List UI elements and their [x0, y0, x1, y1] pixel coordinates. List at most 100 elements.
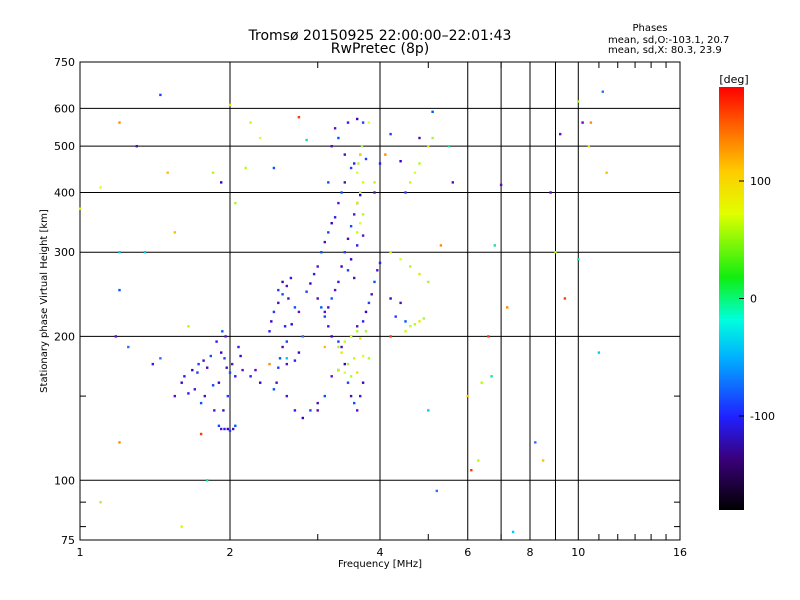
data-point-o [394, 315, 397, 318]
data-point-other [384, 153, 387, 156]
data-point-o [301, 416, 304, 420]
colorbar-tick-label: 100 [750, 175, 771, 188]
data-point-other [601, 90, 604, 93]
data-point-o [220, 351, 223, 354]
data-point-other [211, 171, 215, 174]
data-point-other [511, 530, 515, 534]
data-point-o [353, 276, 356, 280]
data-point-o [359, 193, 362, 197]
data-point-x [180, 525, 183, 528]
data-point-o [404, 191, 407, 194]
data-point-o [361, 381, 365, 384]
data-point-o [191, 368, 194, 372]
data-point-o [272, 310, 276, 314]
data-point-x [361, 354, 365, 358]
grid-lines [80, 62, 680, 540]
plot-area: 1 2 4 6 8 10 16 75 100 200 300 400 500 600 750 [54, 56, 687, 559]
data-point-x [356, 330, 359, 333]
data-point-x [340, 351, 343, 354]
phases-box: Phases mean, sd,O:-103.1, 20.7 mean, sd,… [608, 23, 729, 56]
data-point-o [237, 345, 240, 349]
data-point-o [373, 191, 376, 194]
data-point-other [435, 489, 438, 493]
data-point-o [305, 290, 308, 293]
data-point-x [389, 251, 392, 254]
data-point-o [283, 325, 287, 328]
data-point-x [404, 330, 407, 333]
data-point-o [340, 191, 343, 194]
data-point-other [589, 121, 593, 124]
data-point-other [480, 381, 483, 384]
data-point-o [333, 288, 337, 292]
data-point-o [277, 301, 280, 305]
x-axis-label: Frequency [MHz] [338, 559, 422, 570]
data-point-o [323, 394, 326, 398]
data-point-other [389, 335, 392, 338]
data-point-o [327, 325, 330, 328]
data-point-o [114, 335, 117, 338]
data-point-o [297, 310, 301, 314]
data-point-other [605, 171, 608, 174]
data-point-o [364, 157, 368, 161]
data-point-x [427, 145, 430, 148]
data-point-other [166, 171, 169, 174]
data-point-o [118, 288, 121, 292]
data-point-x [422, 317, 426, 320]
data-point-o [278, 357, 282, 360]
data-point-o [209, 354, 212, 358]
data-point-o [333, 127, 337, 130]
x-tick-label: 16 [673, 546, 687, 559]
data-point-x [577, 100, 580, 103]
data-point-other [549, 191, 552, 194]
data-point-o [356, 244, 359, 247]
y-tick-label: 200 [54, 330, 75, 343]
data-point-x [418, 320, 421, 323]
data-point-o [378, 261, 382, 265]
data-point-x [228, 103, 232, 107]
data-point-o [346, 121, 350, 124]
chart-subtitle: RwPretec (8p) [331, 41, 429, 57]
data-point-other [597, 351, 601, 354]
data-point-x [99, 186, 102, 189]
data-points [78, 90, 608, 534]
data-point-o [196, 371, 199, 374]
data-point-o [193, 388, 196, 391]
data-point-x [418, 162, 421, 165]
x-tick-label: 1 [77, 546, 84, 559]
data-point-o [187, 392, 190, 395]
data-point-o [231, 362, 234, 366]
data-point-x [364, 330, 368, 333]
data-point-x [361, 213, 365, 216]
data-point-o [287, 297, 290, 300]
data-point-o [330, 297, 333, 300]
data-point-o [289, 276, 293, 280]
data-point-o [259, 381, 262, 384]
data-point-o [320, 306, 323, 309]
data-point-o [316, 297, 319, 300]
data-point-o [559, 132, 562, 136]
data-point-o [359, 394, 362, 398]
data-point-o [346, 237, 350, 240]
data-point-o [337, 201, 340, 205]
data-point-other [554, 251, 557, 254]
data-point-x [409, 325, 412, 328]
data-point-o [249, 375, 252, 378]
data-point-o [353, 162, 356, 165]
colorbar-tick-label: -100 [750, 410, 775, 423]
data-point-o [228, 429, 232, 432]
data-point-other [577, 258, 580, 261]
data-point-other [206, 479, 209, 482]
data-point-o [316, 401, 319, 405]
data-point-o [330, 145, 333, 148]
data-point-x [343, 371, 346, 374]
data-point-x [409, 265, 412, 268]
data-point-o [223, 427, 226, 431]
data-point-x [244, 166, 247, 170]
data-point-o [293, 306, 297, 309]
x-axis-ticks: 1 2 4 6 8 10 16 [77, 62, 687, 559]
data-point-o [349, 166, 353, 170]
data-point-o [356, 409, 359, 412]
data-point-o [340, 265, 343, 268]
data-point-o [228, 371, 232, 374]
